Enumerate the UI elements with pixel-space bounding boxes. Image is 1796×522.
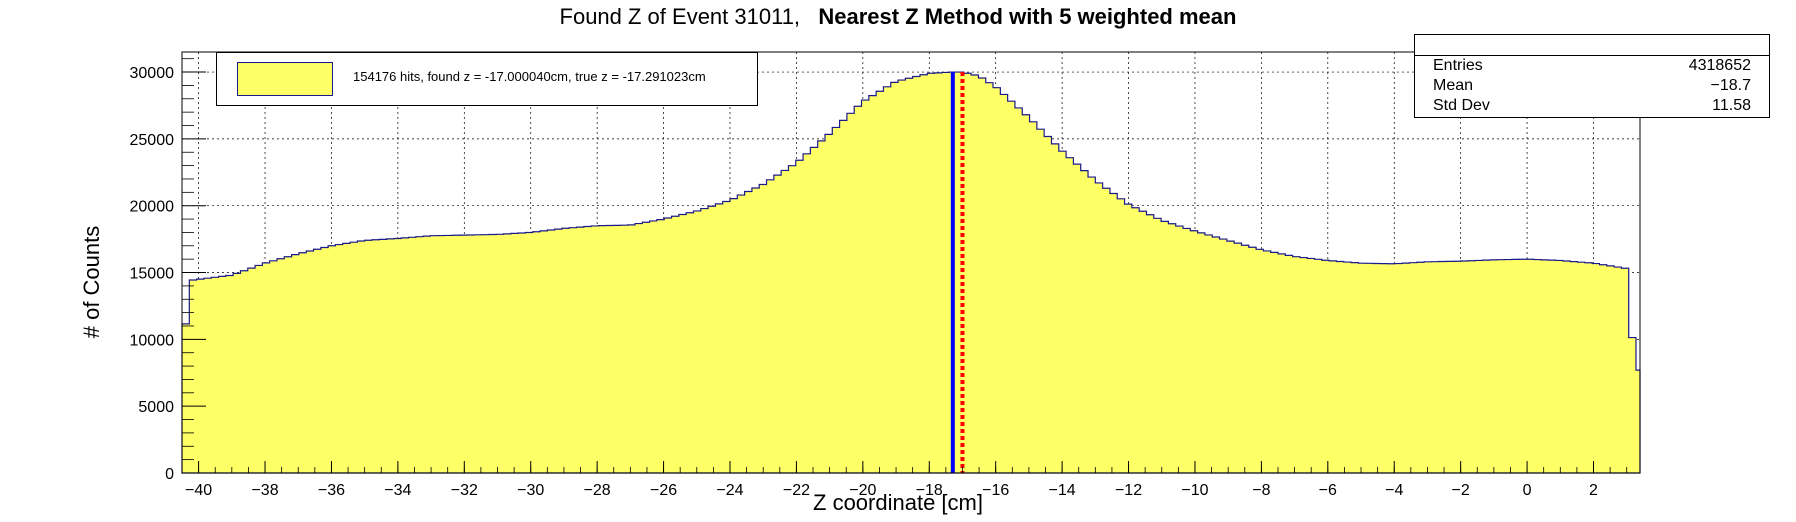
y-tick-label: 20000 xyxy=(130,199,175,216)
legend-swatch xyxy=(237,62,333,96)
stats-entries-value: 4318652 xyxy=(1689,56,1751,76)
stats-box: Entries 4318652 Mean −18.7 Std Dev 11.58 xyxy=(1414,34,1770,118)
legend-entry-text: 154176 hits, found z = -17.000040cm, tru… xyxy=(353,69,706,84)
y-tick-label: 10000 xyxy=(130,332,175,349)
y-tick-label: 5000 xyxy=(138,399,174,416)
histogram-bars xyxy=(182,72,1640,473)
y-tick-label: 0 xyxy=(165,466,174,483)
stats-std-label: Std Dev xyxy=(1433,96,1490,116)
y-axis-label: # of Counts xyxy=(79,226,105,339)
stats-mean-label: Mean xyxy=(1433,76,1473,96)
stats-row-mean: Mean −18.7 xyxy=(1415,76,1769,96)
y-tick-label: 25000 xyxy=(130,132,175,149)
y-tick-label: 30000 xyxy=(130,65,175,82)
stats-row-entries: Entries 4318652 xyxy=(1415,56,1769,76)
stats-entries-label: Entries xyxy=(1433,56,1483,76)
stats-row-std: Std Dev 11.58 xyxy=(1415,96,1769,116)
chart-title: Found Z of Event 31011, Nearest Z Method… xyxy=(0,4,1796,30)
chart-title-plain: Found Z of Event 31011, xyxy=(560,4,801,29)
y-tick-label: 15000 xyxy=(130,266,175,283)
x-axis-label: Z coordinate [cm] xyxy=(0,490,1796,516)
stats-header xyxy=(1415,35,1769,56)
legend-box: 154176 hits, found z = -17.000040cm, tru… xyxy=(216,52,758,106)
stats-std-value: 11.58 xyxy=(1712,96,1751,116)
stats-mean-value: −18.7 xyxy=(1711,76,1751,96)
chart-title-bold: Nearest Z Method with 5 weighted mean xyxy=(818,4,1236,29)
